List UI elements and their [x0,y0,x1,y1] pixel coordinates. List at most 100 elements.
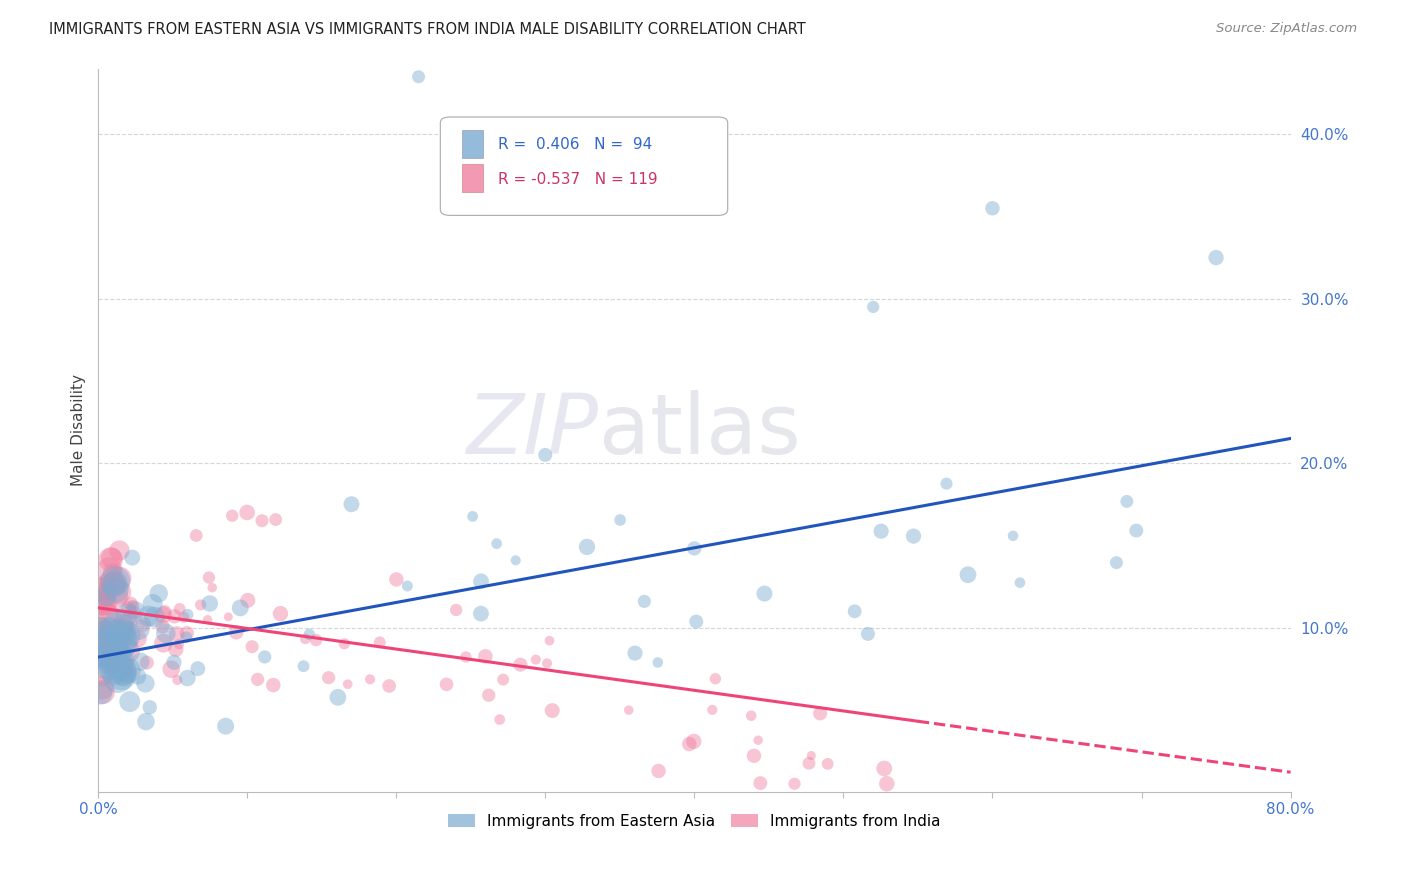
Point [166,627,188,641]
Point [160,662,183,676]
Point [176,607,198,622]
Point [167,637,190,651]
Point [797,756,820,771]
Point [740,708,762,723]
Point [135,714,157,729]
Point [142,597,165,611]
Point [101,623,124,637]
Point [91,596,114,610]
Point [214,719,236,733]
Point [115,644,138,658]
Point [981,201,1004,215]
Point [90,621,112,635]
Point [197,613,219,627]
Point [118,695,141,709]
Point [93,632,115,647]
Point [229,600,252,615]
Point [107,585,129,599]
Point [101,566,124,580]
Point [633,594,655,608]
Point [870,524,893,538]
Point [1125,524,1147,538]
Point [114,628,136,642]
Point [100,551,122,566]
Point [105,589,128,603]
Point [647,656,669,670]
Point [94,650,117,665]
Point [152,636,174,650]
Point [101,577,124,591]
Point [107,625,129,640]
Point [685,615,707,629]
Point [844,604,866,618]
Point [135,656,157,670]
Text: Source: ZipAtlas.com: Source: ZipAtlas.com [1216,22,1357,36]
Point [89,650,111,665]
Point [112,627,135,641]
Point [118,665,141,680]
Point [89,644,111,658]
Point [163,655,186,669]
Point [110,644,132,658]
Point [678,737,700,751]
Point [98,655,121,669]
Point [108,571,131,585]
Point [120,597,142,611]
Point [138,609,160,624]
Point [97,574,120,588]
Point [485,536,508,550]
Point [104,575,127,590]
Point [121,599,143,614]
FancyBboxPatch shape [440,117,728,215]
Point [91,627,114,641]
Point [862,300,884,314]
Point [155,626,177,640]
Point [524,652,547,666]
Point [176,671,198,685]
Point [201,581,224,595]
Point [336,677,359,691]
Point [100,552,122,566]
Point [378,679,401,693]
Point [187,662,209,676]
Point [112,617,135,632]
Point [90,686,112,700]
Point [89,582,111,597]
Point [246,673,269,687]
Point [298,627,321,641]
Point [100,630,122,644]
Point [117,601,139,615]
Text: atlas: atlas [599,390,800,471]
Point [132,617,155,632]
Text: R = -0.537   N = 119: R = -0.537 N = 119 [498,171,657,186]
Point [436,677,458,691]
Point [127,669,149,683]
Point [90,594,112,608]
Point [107,619,129,633]
Point [225,625,247,640]
Point [292,659,315,673]
Point [128,623,150,637]
Point [575,540,598,554]
Point [115,607,138,622]
Point [198,597,221,611]
Point [935,476,957,491]
Point [134,676,156,690]
Point [903,529,925,543]
Point [89,641,111,656]
Point [186,528,208,542]
Point [800,748,823,763]
Point [104,574,127,589]
Point [264,512,287,526]
Point [326,690,349,705]
Point [1115,494,1137,508]
Point [444,603,467,617]
Point [89,587,111,601]
Point [121,550,143,565]
Point [1205,251,1227,265]
Point [474,649,496,664]
Point [294,632,316,646]
Point [124,603,146,617]
Point [166,673,188,687]
Text: R =  0.406   N =  94: R = 0.406 N = 94 [498,137,652,152]
